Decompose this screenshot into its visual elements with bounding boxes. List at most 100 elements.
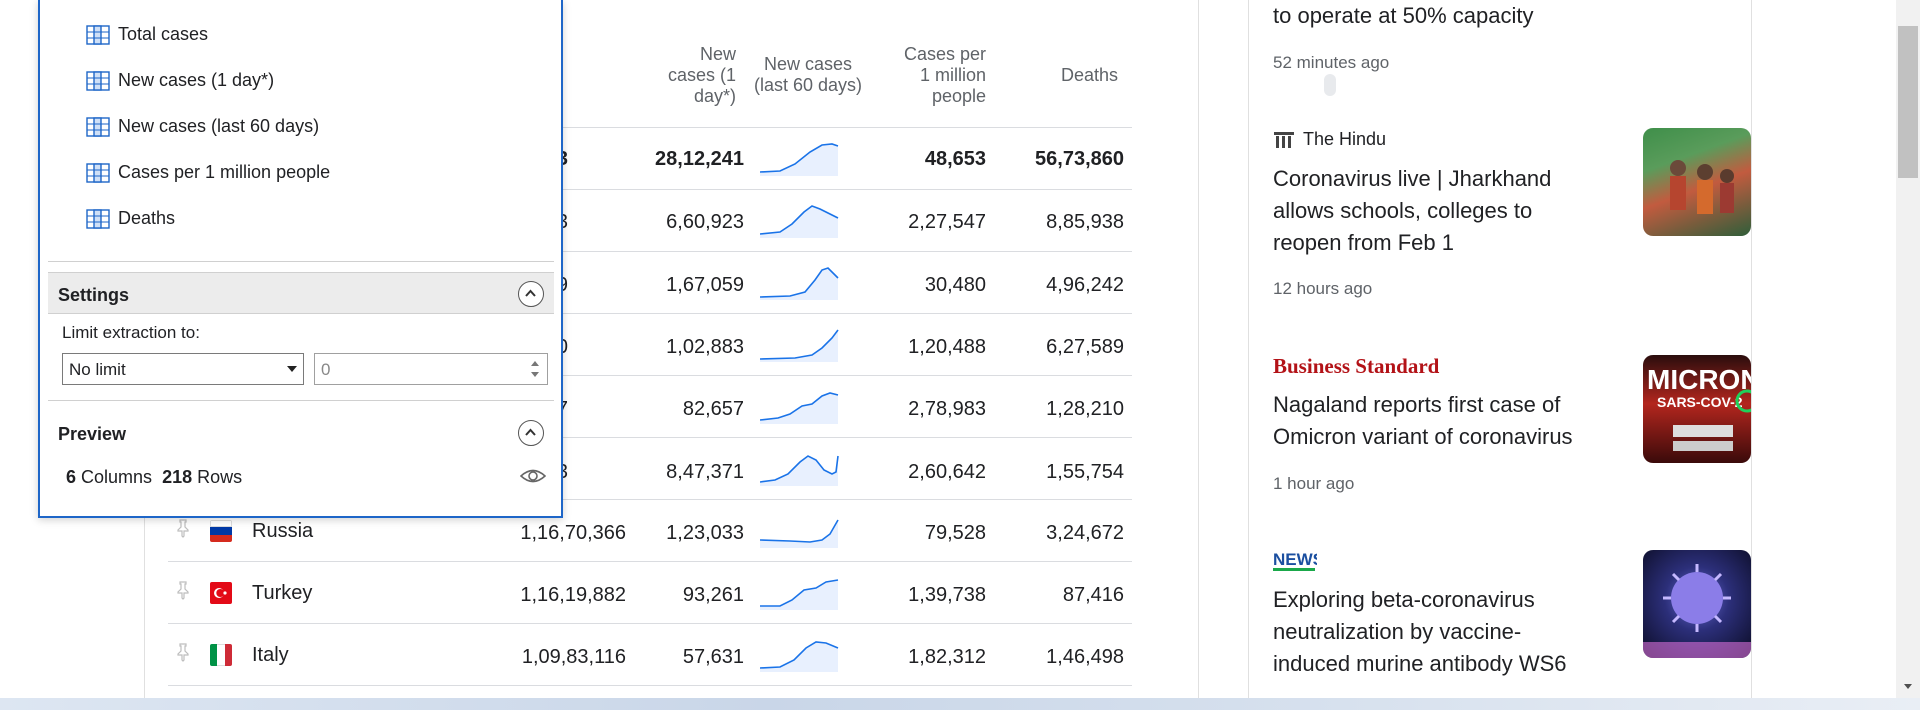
news-panel: to operate at 50% capacity 52 minutes ag… [1248, 0, 1752, 700]
cases-per-million-cell: 2,27,547 [908, 211, 986, 233]
preview-collapse-button[interactable] [518, 420, 544, 446]
table-scroll-indicator[interactable] [1324, 74, 1336, 96]
table-row[interactable]: Turkey 1,16,19,882 93,261 1,39,738 87,41… [168, 562, 1132, 624]
news-source-name: The Hindu [1303, 129, 1387, 149]
new-cases-cell: 1,23,033 [666, 522, 744, 544]
table-column-icon [86, 70, 110, 91]
header-deaths[interactable]: Deaths [1060, 65, 1118, 85]
cases-per-million-cell: 79,528 [924, 522, 986, 544]
preview-section-title: Preview [58, 424, 127, 444]
country-name[interactable]: Italy [252, 644, 289, 666]
deaths-cell: 1,55,754 [1046, 461, 1124, 483]
news-headline[interactable]: to operate at 50% capacity [1273, 3, 1534, 28]
news-headline[interactable]: Exploring beta-coronavirus neutralizatio… [1273, 584, 1633, 680]
sparkline-chart [760, 455, 839, 486]
sparkline-chart [760, 579, 839, 610]
header-new-cases-60days[interactable]: New cases (last 60 days) [753, 54, 863, 95]
news-headline-line: reopen from Feb 1 [1273, 230, 1454, 255]
news-headline-line: induced murine antibody WS6 [1273, 651, 1567, 676]
eye-icon[interactable] [520, 466, 546, 486]
column-item-cases-per-million[interactable]: Cases per 1 million people [86, 162, 330, 183]
preview-rows-count: 218 [162, 467, 193, 487]
deaths-cell: 8,85,938 [1046, 211, 1124, 233]
limit-number-value: 0 [321, 360, 331, 379]
news-thumbnail[interactable]: MICRON SARS-COV-2 [1643, 355, 1751, 463]
pin-icon[interactable] [176, 642, 190, 662]
scroll-down-arrow-icon[interactable] [1902, 680, 1914, 692]
covid-stats-table: New cases (1 day*) New cases (last 60 days)… [168, 0, 1336, 700]
svg-text:SARS-COV-2: SARS-COV-2 [1657, 394, 1743, 410]
pin-icon[interactable] [176, 580, 190, 600]
column-item-label: Total cases [118, 24, 209, 44]
column-item-new-cases-60days[interactable]: New cases (last 60 days) [86, 116, 319, 137]
header-new-cases-1day[interactable]: New cases (1 day*) [667, 44, 736, 106]
table-row[interactable]: Russia 1,16,70,366 1,23,033 79,528 3,24,… [168, 500, 1132, 562]
news-time: 12 hours ago [1273, 279, 1373, 298]
deaths-cell: 3,24,672 [1046, 522, 1124, 544]
limit-extraction-select[interactable]: No limit [62, 353, 304, 385]
cases-per-million-cell: 2,78,983 [908, 398, 986, 420]
news-headline-line: Nagaland reports first case of [1273, 392, 1561, 417]
total-cases-cell: 1,16,70,366 [520, 522, 626, 544]
column-item-deaths[interactable]: Deaths [86, 208, 175, 229]
cases-per-million-cell: 1,82,312 [908, 646, 986, 668]
table-column-icon [86, 208, 110, 229]
deaths-cell: 1,28,210 [1046, 398, 1124, 420]
news-headline[interactable]: Coronavirus live | Jharkhand allows scho… [1273, 163, 1633, 259]
column-item-new-cases-1day[interactable]: New cases (1 day*) [86, 70, 274, 91]
popup-divider [48, 400, 554, 401]
chevron-up-icon [525, 428, 536, 436]
new-cases-cell: 8,47,371 [666, 461, 744, 483]
settings-section-title: Settings [58, 285, 130, 305]
column-item-label: Deaths [118, 208, 176, 228]
chevron-up-icon [525, 289, 536, 297]
the-hindu-logo-icon [1274, 131, 1294, 148]
page-scrollbar-thumb[interactable] [1898, 26, 1918, 178]
italy-flag-icon [210, 644, 232, 666]
settings-collapse-button[interactable] [518, 281, 544, 307]
news-headline[interactable]: Nagaland reports first case of Omicron v… [1273, 389, 1633, 453]
cases-per-million-cell: 48,653 [924, 148, 986, 170]
sparkline-chart [760, 641, 839, 672]
settings-section-header[interactable]: Settings [48, 272, 554, 314]
preview-columns-label: Columns [81, 467, 153, 487]
new-cases-cell: 28,12,241 [655, 148, 744, 170]
news-source: NEWS [1273, 549, 1317, 573]
header-cases-per-million[interactable]: Cases per 1 million people [903, 44, 986, 106]
table-row[interactable]: 3 6,60,923 2,27,547 8,85,938 [168, 190, 1132, 252]
news-thumbnail[interactable] [1643, 128, 1751, 236]
table-row[interactable]: 7 82,657 2,78,983 1,28,210 [168, 376, 1132, 438]
news-headline-line: Omicron variant of coronavirus [1273, 424, 1573, 449]
table-row[interactable]: 0 1,02,883 1,20,488 6,27,589 [168, 314, 1132, 376]
total-cases-cell: 1,16,19,882 [520, 584, 626, 606]
table-column-icon [86, 24, 110, 45]
country-name[interactable]: Turkey [252, 582, 313, 604]
chevron-down-icon [287, 366, 297, 372]
table-row[interactable]: Italy 1,09,83,116 57,631 1,82,312 1,46,4… [168, 624, 1132, 686]
sparkline-chart [760, 392, 839, 424]
pin-icon[interactable] [176, 518, 190, 538]
news-headline-line: Exploring beta-coronavirus [1273, 587, 1535, 612]
table-row[interactable]: 3 28,12,241 48,653 56,73,860 [168, 128, 1132, 190]
news-source: The Hindu [1273, 129, 1386, 150]
column-item-total-cases[interactable]: Total cases [86, 24, 208, 45]
country-name[interactable]: Russia [252, 520, 314, 542]
svg-text:MICRON: MICRON [1647, 364, 1751, 395]
deaths-cell: 4,96,242 [1046, 274, 1124, 296]
sparkline-chart [760, 143, 839, 176]
news-thumbnail[interactable] [1643, 550, 1751, 658]
column-item-label: New cases (1 day*) [118, 70, 275, 90]
limit-number-input[interactable]: 0 [314, 353, 548, 385]
table-row[interactable]: 9 1,67,059 30,480 4,96,242 [168, 252, 1132, 314]
table-header: New cases (1 day*) New cases (last 60 days)… [168, 36, 1132, 128]
cases-per-million-cell: 30,480 [924, 274, 986, 296]
table-row[interactable]: 3 8,47,371 2,60,642 1,55,754 [168, 438, 1132, 500]
deaths-cell: 1,46,498 [1046, 646, 1124, 668]
preview-columns-count: 6 [66, 467, 77, 487]
preview-section-header[interactable]: Preview [48, 412, 554, 454]
deaths-cell: 87,416 [1062, 584, 1124, 606]
popup-divider [48, 261, 554, 262]
new-cases-cell: 57,631 [682, 646, 744, 668]
number-spinner-icon[interactable] [529, 357, 541, 381]
